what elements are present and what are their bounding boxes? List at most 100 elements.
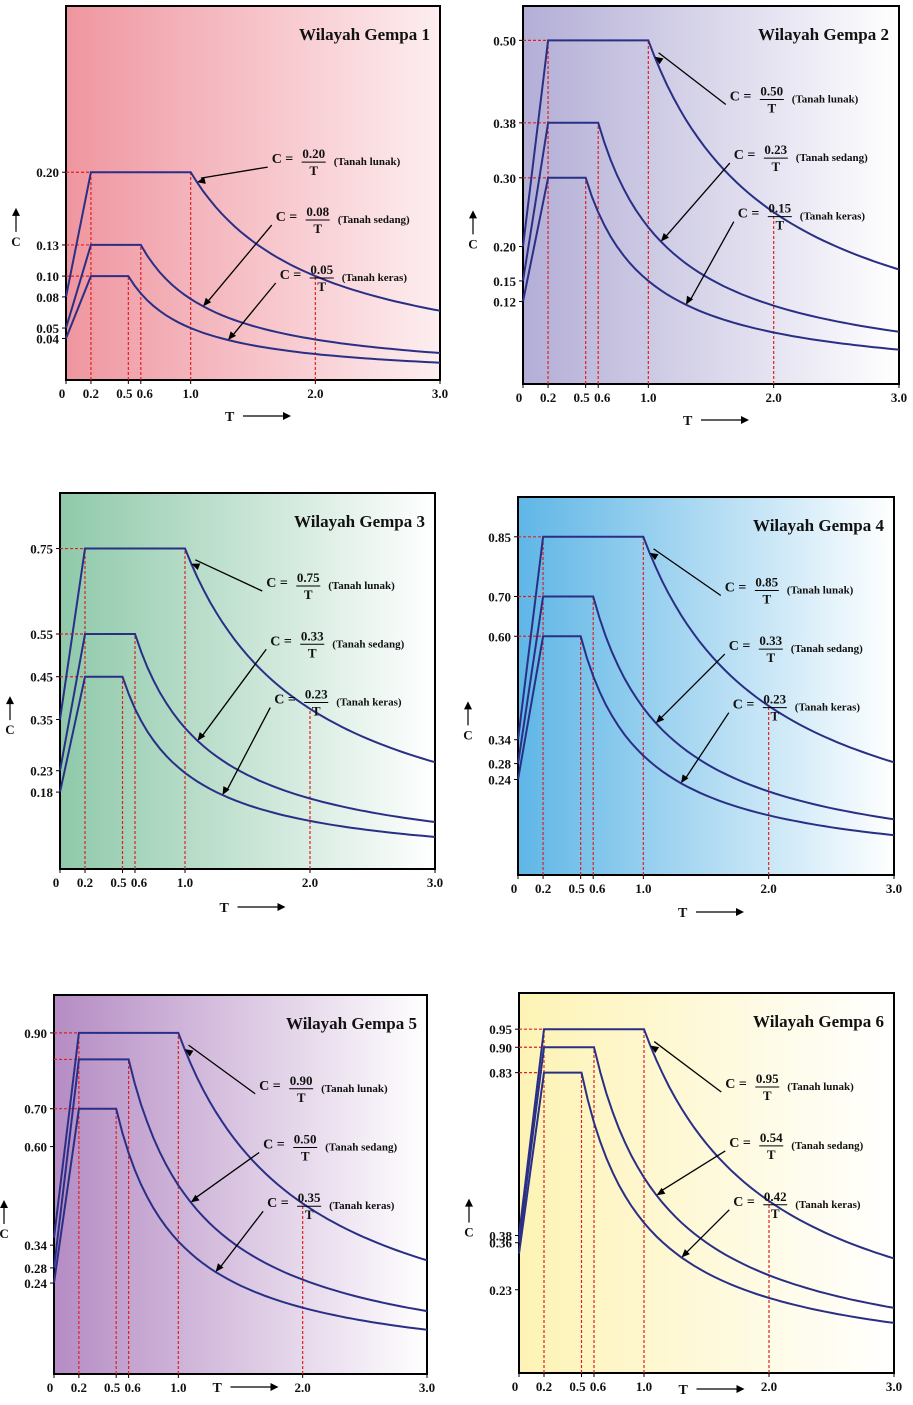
x-tick-label: 1.0: [183, 386, 199, 401]
chart-title: Wilayah Gempa 2: [758, 25, 889, 44]
x-tick-label: 0.2: [540, 390, 556, 405]
x-tick-label: 2.0: [302, 875, 318, 890]
x-tick-label: 1.0: [635, 881, 651, 896]
x-tick-label: 0.5: [110, 875, 127, 890]
x-axis-arrowhead: [270, 1383, 279, 1391]
annotation-arrowhead: [196, 176, 206, 184]
formula-denominator: T: [297, 1090, 306, 1105]
annotation-arrowhead: [215, 1263, 224, 1272]
formula-annotation-3: C = 0.23 T (Tanah keras): [680, 692, 860, 784]
y-tick-label: 0.05: [36, 321, 59, 336]
x-tick-label: 0.5: [574, 390, 591, 405]
formula-numerator: 0.50: [760, 84, 783, 99]
series-line-2: [517, 595, 895, 821]
x-axis-label: T: [225, 410, 235, 425]
formula-lhs: C =: [729, 1136, 751, 1151]
x-tick-label: 3.0: [419, 1380, 435, 1395]
x-tick-labels: 0 0.2 0.5 0.6 1.0 2.0 3.0: [516, 384, 907, 405]
x-tick-label: 0: [47, 1380, 54, 1395]
formula-numerator: 0.35: [298, 1190, 321, 1205]
x-tick-label: 1.0: [170, 1380, 186, 1395]
y-axis-arrowhead: [465, 1198, 473, 1207]
annotation-arrow: [685, 1209, 730, 1254]
formula-denominator: T: [308, 645, 317, 660]
x-tick-label: 0: [516, 390, 523, 405]
y-tick-labels: 0.95 0.90 0.83 0.380.36 0.23: [489, 1022, 519, 1298]
formula-numerator: 0.95: [756, 1071, 779, 1086]
x-tick-label: 0.5: [104, 1380, 121, 1395]
x-tick-labels: 0 0.2 0.5 0.6 1.0 2.0 3.0: [512, 1373, 902, 1394]
formula-lhs: C =: [274, 693, 296, 708]
formula-soil-label: (Tanah sedang): [338, 214, 410, 226]
formula-soil-label: (Tanah sedang): [791, 1140, 863, 1152]
y-tick-label: 0.30: [493, 171, 516, 186]
formula-lhs: C =: [729, 639, 751, 654]
formula-annotation-1: C = 0.50 T (Tanah lunak): [654, 52, 859, 116]
x-axis-label: T: [678, 906, 688, 921]
x-tick-label: 3.0: [432, 386, 448, 401]
y-tick-label: 0.15: [493, 274, 516, 289]
plot-area: [53, 994, 428, 1375]
x-tick-label: 3.0: [427, 875, 443, 890]
chart-panel-1: Wilayah Gempa 10.200.130.100.080.050.040…: [11, 5, 448, 425]
series-line-3: [518, 1071, 895, 1324]
x-tick-labels: 0 0.2 0.5 0.6 1.0 2.0 3.0: [59, 380, 448, 401]
chart-panel-5: Wilayah Gempa 50.900.700.600.340.280.240…: [0, 994, 435, 1396]
formula-numerator: 0.42: [764, 1189, 787, 1204]
x-axis-arrowhead: [277, 903, 286, 911]
series-line-3: [522, 176, 900, 351]
formula-numerator: 0.23: [305, 687, 328, 702]
y-tick-label: 0.34: [24, 1238, 47, 1253]
formula-annotation-3: C = 0.15 T (Tanah keras): [685, 201, 865, 305]
formula-numerator: 0.15: [768, 201, 791, 216]
x-tick-label: 0.6: [590, 1379, 607, 1394]
formula-soil-label: (Tanah lunak): [787, 585, 854, 597]
chart-panel-3: Wilayah Gempa 30.750.550.450.350.230.180…: [5, 492, 443, 916]
annotation-arrow: [664, 162, 731, 238]
formula-annotation-2: C = 0.33 T (Tanah sedang): [655, 633, 863, 724]
series-line-2: [53, 1058, 428, 1313]
annotation-arrowhead: [222, 786, 230, 796]
formula-denominator: T: [767, 101, 776, 116]
dotted-guides: [60, 547, 311, 869]
y-axis-label: C: [468, 236, 477, 251]
y-axis-label-group: C: [5, 696, 15, 737]
formula-annotation-1: C = 0.90 T (Tanah lunak): [184, 1044, 388, 1105]
series-line-1: [518, 1028, 895, 1260]
annotation-arrowhead: [685, 295, 694, 305]
x-tick-label: 3.0: [886, 1379, 902, 1394]
formula-numerator: 0.33: [759, 633, 782, 648]
y-axis-label-group: C: [464, 1198, 474, 1240]
formula-denominator: T: [775, 218, 784, 233]
y-tick-labels: 0.20 0.13 0.10 0.08 0.050.04: [36, 165, 66, 346]
x-tick-label: 0: [53, 875, 60, 890]
formula-numerator: 0.20: [302, 146, 325, 161]
x-axis-label: T: [683, 414, 693, 429]
x-tick-label: 0: [512, 1379, 519, 1394]
x-tick-label: 0.2: [535, 881, 551, 896]
y-axis-arrowhead: [0, 1199, 8, 1208]
annotation-arrowhead: [228, 331, 237, 341]
annotation-arrowhead: [184, 1049, 194, 1057]
y-tick-label: 0.08: [36, 290, 59, 305]
x-tick-label: 0.6: [594, 390, 611, 405]
y-tick-label: 0.20: [36, 165, 59, 180]
formula-soil-label: (Tanah sedang): [332, 638, 404, 650]
annotation-arrow: [659, 653, 726, 720]
x-tick-label: 0.6: [137, 386, 154, 401]
formula-annotation-2: C = 0.54 T (Tanah sedang): [656, 1130, 864, 1196]
y-tick-label: 0.90: [489, 1040, 512, 1055]
y-axis-label: C: [0, 1226, 9, 1241]
y-tick-label: 0.18: [30, 785, 53, 800]
y-tick-label: 0.36: [489, 1236, 512, 1251]
formula-numerator: 0.05: [310, 262, 333, 277]
chart-panel-2: Wilayah Gempa 20.500.380.300.200.150.120…: [468, 5, 907, 429]
series-line-3: [59, 675, 436, 838]
formula-annotation-3: C = 0.05 T (Tanah keras): [228, 262, 407, 341]
y-axis-arrowhead: [464, 701, 472, 710]
formula-soil-label: (Tanah lunak): [334, 156, 401, 168]
y-axis-label-group: C: [11, 207, 21, 249]
annotation-arrowhead: [680, 774, 689, 784]
series-line-1: [53, 1031, 428, 1262]
